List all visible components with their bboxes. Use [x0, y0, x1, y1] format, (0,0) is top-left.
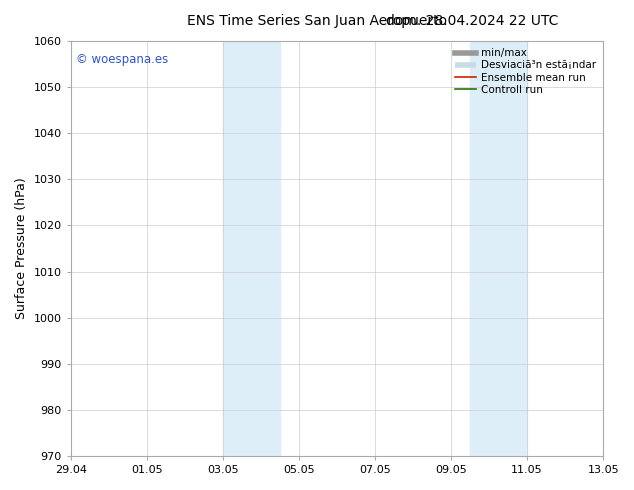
- Bar: [470, 41, 527, 456]
- Text: © woespana.es: © woespana.es: [76, 53, 168, 67]
- Legend: min/max, Desviaciã³n estã¡ndar, Ensemble mean run, Controll run: min/max, Desviaciã³n estã¡ndar, Ensemble…: [453, 46, 598, 97]
- Y-axis label: Surface Pressure (hPa): Surface Pressure (hPa): [15, 178, 28, 319]
- Text: ENS Time Series San Juan Aeropuerto: ENS Time Series San Juan Aeropuerto: [187, 14, 447, 28]
- Text: dom. 28.04.2024 22 UTC: dom. 28.04.2024 22 UTC: [385, 14, 558, 28]
- Bar: [223, 41, 280, 456]
